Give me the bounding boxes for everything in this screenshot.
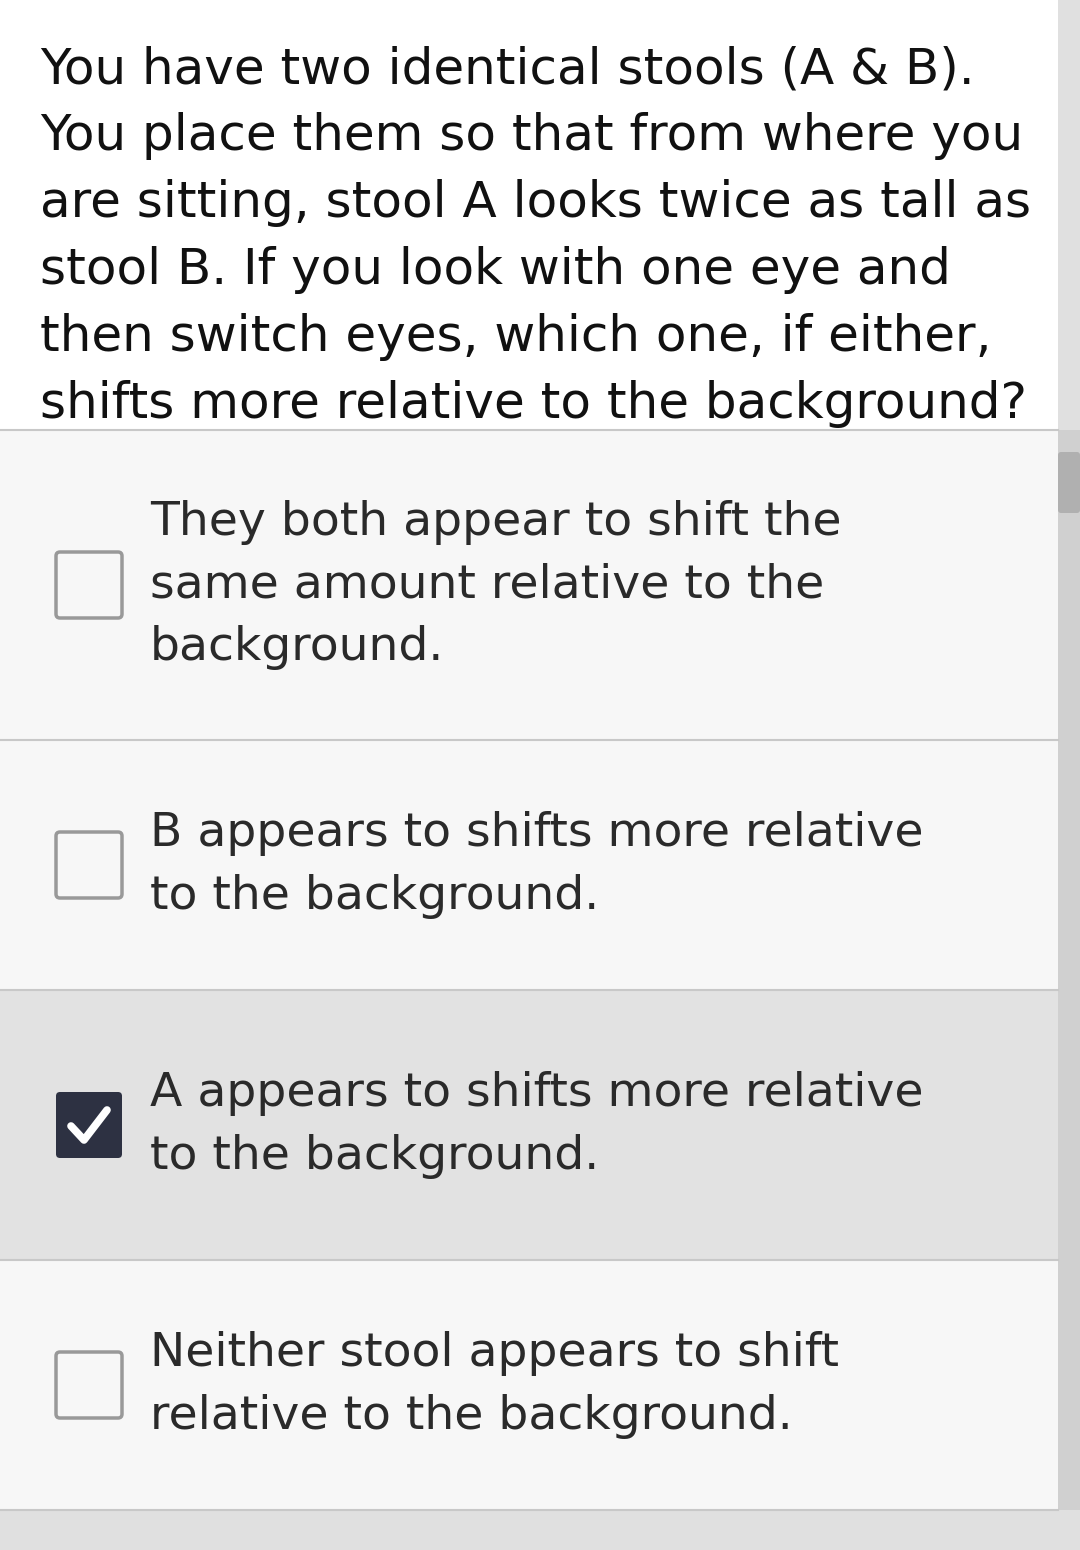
Text: B appears to shifts more relative
to the background.: B appears to shifts more relative to the…	[150, 811, 923, 919]
FancyBboxPatch shape	[56, 1093, 122, 1158]
Text: A appears to shifts more relative
to the background.: A appears to shifts more relative to the…	[150, 1071, 923, 1178]
Bar	[0, 990, 1058, 1260]
FancyBboxPatch shape	[1058, 453, 1080, 513]
FancyBboxPatch shape	[56, 552, 122, 618]
Bar	[1058, 429, 1080, 1510]
Text: Neither stool appears to shift
relative to the background.: Neither stool appears to shift relative …	[150, 1331, 839, 1438]
Bar	[0, 429, 1058, 739]
Bar	[0, 1260, 1058, 1510]
Text: They both appear to shift the
same amount relative to the
background.: They both appear to shift the same amoun…	[150, 501, 841, 670]
Bar	[0, 739, 1058, 990]
Bar	[0, 0, 1058, 429]
FancyBboxPatch shape	[56, 832, 122, 897]
FancyBboxPatch shape	[56, 1352, 122, 1418]
Text: You have two identical stools (A & B).
You place them so that from where you
are: You have two identical stools (A & B). Y…	[40, 45, 1031, 428]
Bar	[0, 1510, 1080, 1550]
